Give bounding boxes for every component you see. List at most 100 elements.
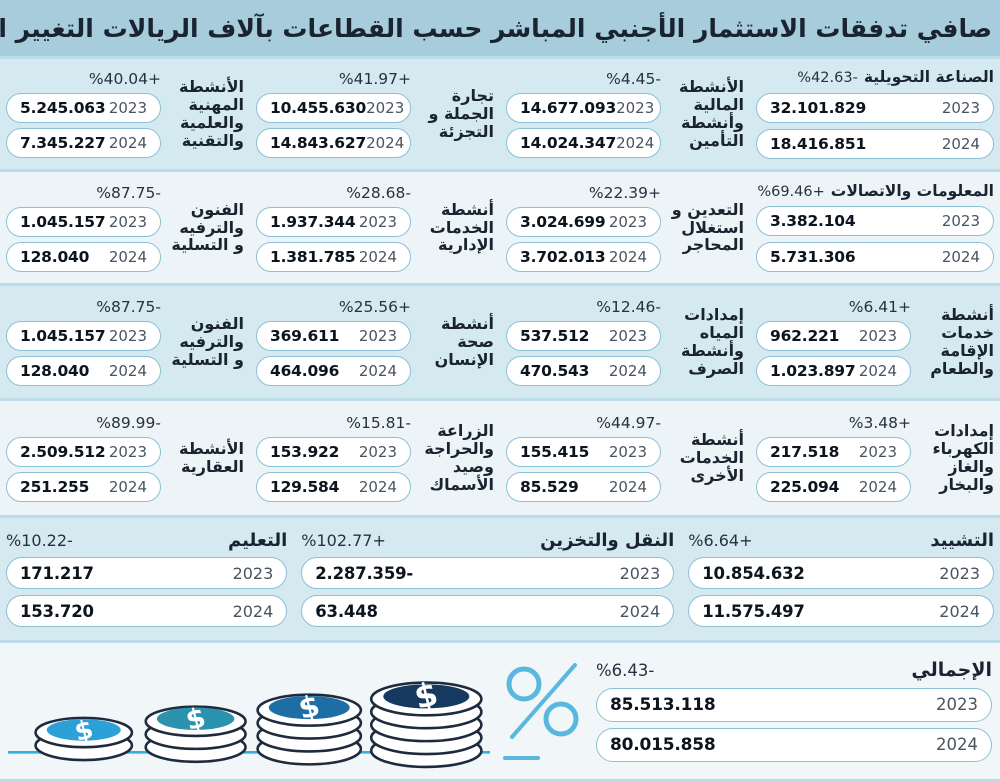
year-label: 2024 xyxy=(941,248,980,267)
year-label: 2023 xyxy=(936,695,978,715)
value-2023: 2.287.359- xyxy=(315,563,414,583)
change-percent: %89.99- xyxy=(96,414,161,432)
sector-card-water-sewerage: إمدادات المياه وأنشطة الصرف %12.46- 537.… xyxy=(506,293,744,391)
value-2023: 537.512 xyxy=(520,327,590,345)
sector-card-professional-scientific: الأنشطة المهنية والعلمية والتقنية %40.04… xyxy=(6,66,244,162)
value-pill-2023: 171.217 2023 xyxy=(6,557,288,590)
total-section: الإجمالي %6.43- 85.513.118 2023 80.015.85… xyxy=(0,643,1000,779)
value-pill-2024: 5.731.306 2024 xyxy=(756,242,994,273)
value-pill-2024: 470.543 2024 xyxy=(506,356,661,386)
value-2024: 3.702.013 xyxy=(520,247,606,266)
sector-card-mining-quarrying: التعدين و استغلال المحاجر %22.39+ 3.024.… xyxy=(506,179,744,276)
total-value-2024: 80.015.858 xyxy=(610,734,716,755)
change-percent: %25.56+ xyxy=(338,298,411,316)
change-percent: %6.41+ xyxy=(848,298,911,316)
value-2024: 128.040 xyxy=(20,247,90,266)
year-label: 2024 xyxy=(619,601,661,621)
year-label: 2023 xyxy=(108,327,147,345)
change-percent: %12.46- xyxy=(596,298,661,316)
year-label: 2023 xyxy=(608,443,647,461)
value-2023: 155.415 xyxy=(520,443,590,461)
year-label: 2024 xyxy=(608,478,647,496)
year-label: 2023 xyxy=(358,443,397,461)
value-pill-2024: 225.094 2024 xyxy=(756,472,911,502)
value-pill-2024: 11.575.497 2024 xyxy=(688,595,994,628)
year-label: 2024 xyxy=(941,134,980,153)
sector-card-information-communication: المعلومات والاتصالات %69.46+ 3.382.104 20… xyxy=(756,179,994,276)
value-2023: 10.455.630 xyxy=(270,99,367,117)
total-value-pill-2024: 80.015.858 2024 xyxy=(596,727,992,762)
total-card: الإجمالي %6.43- 85.513.118 2023 80.015.85… xyxy=(596,649,992,773)
value-pill-2024: 85.529 2024 xyxy=(506,472,661,502)
value-pill-2024: 3.702.013 2024 xyxy=(506,241,661,272)
sector-card-construction: التشييد %6.64+ 10.854.632 2023 11.575.497… xyxy=(688,525,994,633)
value-pill-2023: 5.245.063 2023 xyxy=(6,93,161,123)
change-percent: %87.75- xyxy=(96,183,161,202)
sector-name: التعدين و استغلال المحاجر xyxy=(671,199,744,255)
sector-name: النقل والتخزين xyxy=(540,529,675,551)
value-2024: 5.731.306 xyxy=(770,248,856,267)
value-2024: 1.023.897 xyxy=(770,362,856,380)
sector-card-human-health: أنشطة صحة الإنسان %25.56+ 369.611 2023 46… xyxy=(256,293,494,391)
year-label: 2024 xyxy=(608,247,647,266)
value-pill-2023: 155.415 2023 xyxy=(506,437,661,467)
sector-card-administrative-services: أنشطة الخدمات الإدارية %28.68- 1.937.344… xyxy=(256,179,494,276)
value-pill-2023: 369.611 2023 xyxy=(256,321,411,351)
sector-name: التشييد xyxy=(930,529,994,551)
change-percent: %87.75- xyxy=(96,298,161,316)
year-label: 2024 xyxy=(108,247,147,266)
sector-card-wholesale-retail: تجارة الجملة و التجزئة %41.97+ 10.455.63… xyxy=(256,66,494,162)
value-pill-2024: 128.040 2024 xyxy=(6,241,161,272)
total-change-percent: %6.43- xyxy=(596,661,655,681)
sector-name: أنشطة صحة الإنسان xyxy=(434,314,494,369)
value-pill-2024: 128.040 2024 xyxy=(6,356,161,386)
sector-name: الفنون والترفيه و التسلية xyxy=(171,199,244,255)
change-percent: %4.45- xyxy=(606,70,661,88)
value-2024: 18.416.851 xyxy=(770,134,867,153)
year-label: 2023 xyxy=(108,99,147,117)
coin-stacks-illustration: $ $ $ xyxy=(8,675,490,769)
value-pill-2023: 14.677.093 2023 xyxy=(506,93,661,123)
sector-row-5: التشييد %6.64+ 10.854.632 2023 11.575.497… xyxy=(0,518,1000,640)
value-2023: 2.509.512 xyxy=(20,443,106,461)
value-2023: 1.045.157 xyxy=(20,212,106,231)
value-pill-2024: 63.448 2024 xyxy=(301,595,675,628)
value-pill-2024: 153.720 2024 xyxy=(6,595,288,628)
change-percent: %69.46+ xyxy=(757,183,825,200)
value-pill-2024: 18.416.851 2024 xyxy=(756,128,994,159)
title-bar: صافي تدفقات الاستثمار الأجنبي المباشر حس… xyxy=(0,0,1000,56)
year-label: 2024 xyxy=(232,601,274,621)
value-2024: 464.096 xyxy=(270,362,340,380)
year-label: 2024 xyxy=(936,735,978,755)
sector-card-arts-entertainment-2: الفنون والترفيه و التسلية %87.75- 1.045.… xyxy=(6,293,244,391)
value-2024: 251.255 xyxy=(20,478,90,496)
sector-card-arts-entertainment: الفنون والترفيه و التسلية %87.75- 1.045.… xyxy=(6,179,244,276)
value-2023: 217.518 xyxy=(770,443,840,461)
sector-name: الأنشطة المهنية والعلمية والتقنية xyxy=(179,77,244,150)
value-pill-2023: 10.455.630 2023 xyxy=(256,93,411,123)
change-percent: %44.97- xyxy=(596,414,661,432)
value-2023: 14.677.093 xyxy=(520,99,617,117)
year-label: 2023 xyxy=(858,443,897,461)
value-pill-2023: 1.045.157 2023 xyxy=(6,206,161,237)
year-label: 2023 xyxy=(858,327,897,345)
year-label: 2024 xyxy=(358,362,397,380)
year-label: 2023 xyxy=(108,212,147,231)
total-name: الإجمالي xyxy=(911,659,992,682)
year-label: 2023 xyxy=(941,212,980,231)
value-2023: 369.611 xyxy=(270,327,340,345)
value-2024: 11.575.497 xyxy=(702,601,805,621)
change-percent: %41.97+ xyxy=(338,70,411,88)
value-2024: 14.843.627 xyxy=(270,134,367,152)
change-percent: %22.39+ xyxy=(588,183,661,202)
value-pill-2023: 962.221 2023 xyxy=(756,321,911,351)
value-pill-2024: 7.345.227 2024 xyxy=(6,128,161,158)
value-pill-2023: 1.937.344 2023 xyxy=(256,206,411,237)
year-label: 2024 xyxy=(858,362,897,380)
sector-card-other-services: أنشطة الخدمات الأخرى %44.97- 155.415 2023… xyxy=(506,408,744,508)
value-2024: 7.345.227 xyxy=(20,134,106,152)
percent-icon xyxy=(503,663,579,760)
value-pill-2023: 32.101.829 2023 xyxy=(756,92,994,123)
value-2023: 1.045.157 xyxy=(20,327,106,345)
coin-stack-4: $ xyxy=(369,675,483,769)
